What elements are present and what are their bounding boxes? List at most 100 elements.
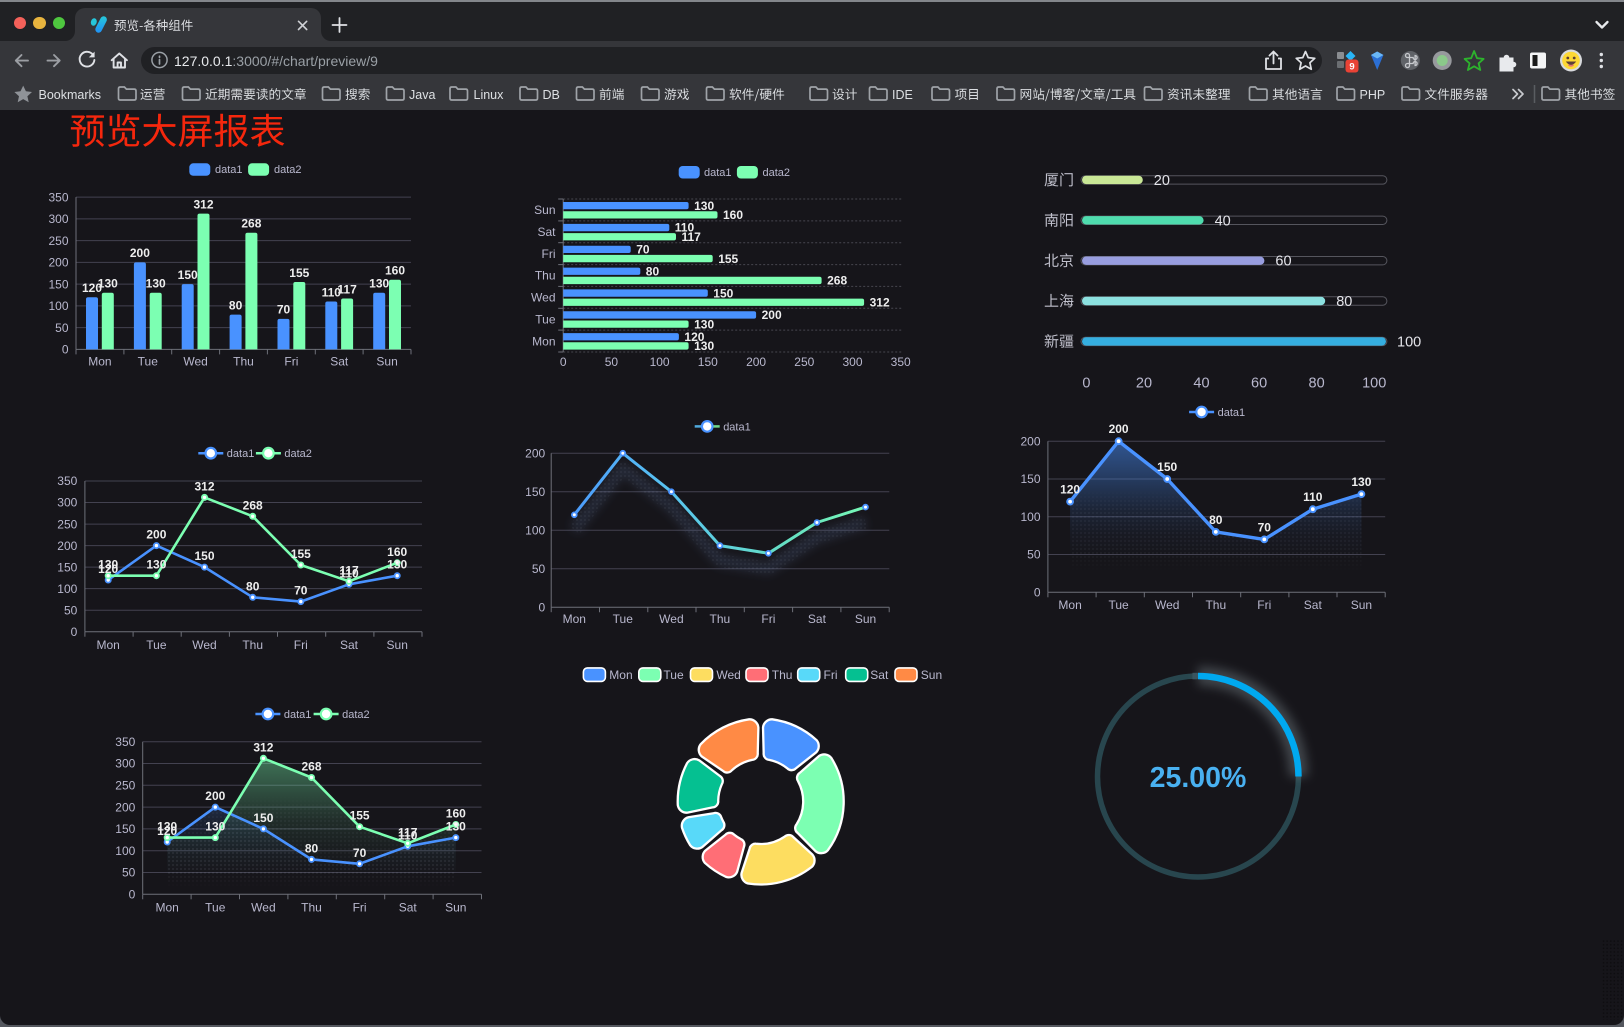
svg-text:117: 117: [337, 282, 357, 296]
svg-text:200: 200: [130, 246, 150, 260]
svg-text:Thu: Thu: [535, 269, 556, 283]
svg-text:100: 100: [1397, 334, 1421, 350]
svg-text:data1: data1: [215, 164, 243, 176]
svg-text:130: 130: [694, 317, 714, 331]
svg-text:130: 130: [157, 820, 177, 834]
svg-text:Thu: Thu: [233, 355, 254, 369]
svg-text:Sat: Sat: [870, 668, 889, 682]
svg-text:40: 40: [1215, 213, 1231, 229]
svg-text:Tue: Tue: [138, 355, 159, 369]
svg-text:Mon: Mon: [97, 638, 120, 652]
svg-text:60: 60: [1275, 254, 1291, 270]
svg-text:150: 150: [115, 822, 135, 836]
svg-text:70: 70: [294, 584, 308, 598]
svg-text:Sun: Sun: [387, 638, 408, 652]
svg-text:300: 300: [842, 355, 862, 369]
svg-text:250: 250: [48, 234, 68, 248]
svg-text:0: 0: [71, 625, 78, 639]
svg-text:130: 130: [694, 199, 714, 213]
svg-text:0: 0: [560, 355, 567, 369]
svg-text:Sun: Sun: [534, 203, 555, 217]
svg-text:80: 80: [246, 579, 260, 593]
svg-text:Sat: Sat: [537, 225, 556, 239]
svg-text:200: 200: [1020, 434, 1040, 448]
svg-text:110: 110: [339, 566, 359, 580]
svg-text:250: 250: [794, 355, 814, 369]
svg-text:117: 117: [339, 563, 359, 577]
svg-text:Mon: Mon: [1058, 598, 1081, 612]
svg-text:155: 155: [718, 252, 738, 266]
svg-text:350: 350: [115, 735, 135, 749]
svg-text:Tue: Tue: [205, 901, 226, 915]
svg-text:300: 300: [57, 496, 77, 510]
svg-text:80: 80: [229, 298, 243, 312]
svg-text:150: 150: [1020, 472, 1040, 486]
svg-text:130: 130: [387, 558, 407, 572]
svg-text:Sat: Sat: [1304, 598, 1323, 612]
svg-text:200: 200: [1109, 422, 1129, 436]
svg-text:250: 250: [57, 517, 77, 531]
svg-text:20: 20: [1154, 173, 1170, 189]
svg-text:Thu: Thu: [242, 638, 263, 652]
svg-text:130: 130: [98, 277, 118, 291]
svg-text:0: 0: [129, 888, 136, 902]
svg-text:50: 50: [1027, 548, 1041, 562]
svg-text:200: 200: [525, 446, 545, 460]
svg-text:0: 0: [1034, 586, 1041, 600]
svg-text:data2: data2: [342, 709, 370, 721]
svg-text:150: 150: [194, 549, 214, 563]
svg-text:130: 130: [98, 558, 118, 572]
svg-text:117: 117: [398, 825, 418, 839]
svg-text:155: 155: [350, 809, 370, 823]
svg-text:40: 40: [1193, 376, 1209, 392]
svg-text:Tue: Tue: [1108, 598, 1129, 612]
svg-text:110: 110: [675, 221, 695, 235]
svg-text:80: 80: [646, 264, 660, 278]
svg-text:Wed: Wed: [659, 612, 683, 626]
svg-text:100: 100: [1020, 510, 1040, 524]
svg-text:130: 130: [1351, 475, 1371, 489]
svg-text:200: 200: [57, 539, 77, 553]
svg-text:155: 155: [291, 547, 311, 561]
svg-text:Sun: Sun: [921, 668, 942, 682]
svg-text:200: 200: [205, 789, 225, 803]
svg-text:Wed: Wed: [1155, 598, 1179, 612]
svg-text:160: 160: [385, 264, 405, 278]
svg-text:Sun: Sun: [855, 612, 876, 626]
svg-text:130: 130: [694, 339, 714, 353]
svg-text:150: 150: [57, 560, 77, 574]
svg-text:data1: data1: [284, 709, 312, 721]
svg-text:120: 120: [82, 281, 102, 295]
svg-text:268: 268: [241, 217, 261, 231]
svg-text:50: 50: [122, 866, 136, 880]
svg-text:Fri: Fri: [824, 668, 838, 682]
svg-text:150: 150: [48, 277, 68, 291]
svg-text:Sun: Sun: [445, 901, 466, 915]
svg-text:155: 155: [289, 266, 309, 280]
svg-text:130: 130: [146, 277, 166, 291]
svg-text:200: 200: [746, 355, 766, 369]
svg-text:Mon: Mon: [88, 355, 111, 369]
svg-text:110: 110: [398, 828, 418, 842]
svg-text:130: 130: [205, 820, 225, 834]
svg-text:80: 80: [1209, 513, 1223, 527]
svg-text:70: 70: [277, 303, 291, 317]
svg-text:Thu: Thu: [301, 901, 322, 915]
svg-text:150: 150: [253, 811, 273, 825]
svg-text:268: 268: [827, 274, 847, 288]
svg-text:Sat: Sat: [330, 355, 349, 369]
svg-text:100: 100: [48, 299, 68, 313]
svg-text:300: 300: [115, 757, 135, 771]
svg-text:9: 9: [1349, 62, 1354, 73]
svg-text:250: 250: [115, 779, 135, 793]
svg-text:130: 130: [446, 820, 466, 834]
svg-text:Sun: Sun: [1351, 598, 1372, 612]
svg-text:150: 150: [698, 355, 718, 369]
svg-text:Thu: Thu: [772, 668, 793, 682]
svg-text:Thu: Thu: [1205, 598, 1226, 612]
svg-text:312: 312: [870, 296, 890, 310]
svg-text:Mon: Mon: [156, 901, 179, 915]
svg-text:Wed: Wed: [192, 638, 216, 652]
svg-text:Tue: Tue: [663, 668, 684, 682]
svg-text:Wed: Wed: [716, 668, 740, 682]
